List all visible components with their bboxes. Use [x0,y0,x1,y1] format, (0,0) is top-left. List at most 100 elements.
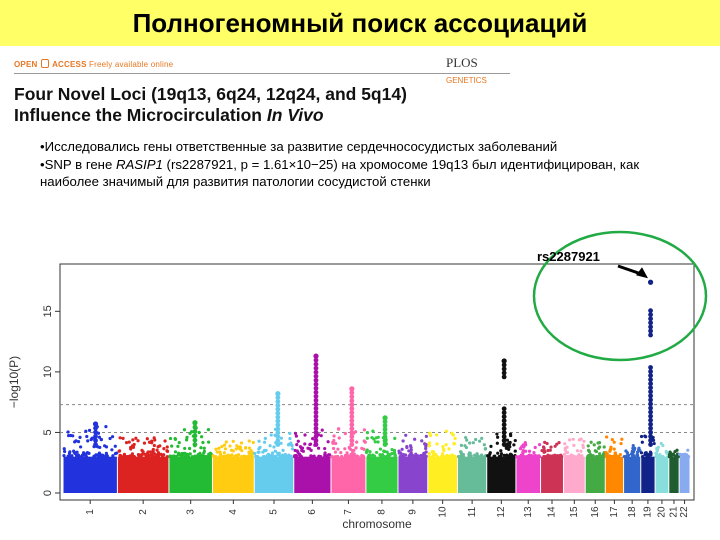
snp-point [313,438,319,443]
snp-point [479,455,483,459]
snp-point [493,454,497,458]
chromosome-band [63,456,117,493]
snp-point [151,450,155,454]
snp-point [648,417,653,423]
snp-point [244,445,248,450]
snp-point [206,454,210,458]
snp-point [345,451,349,455]
snp-point [648,438,653,443]
snp-point [424,434,428,438]
snp-point [624,449,628,453]
snp-point [303,433,307,437]
header-divider [14,73,510,74]
snp-point [173,450,178,454]
snp-point [602,453,606,457]
snp-point [349,430,355,436]
x-tick-label: 15 [569,506,580,518]
snp-point [649,451,653,455]
snp-point [253,451,257,456]
snp-point [202,446,206,450]
snp-point [128,454,132,459]
arrow-head [636,267,648,279]
snp-point [313,385,319,391]
snp-point [382,419,388,425]
snp-point [231,449,235,453]
snp-point [273,449,277,453]
snp-point [609,445,613,449]
snp-point [224,440,228,444]
snp-point [378,447,383,451]
snp-point [542,455,546,459]
plot-frame [59,263,695,501]
snp-point [549,445,553,449]
snp-point [366,454,371,459]
snp-point [612,440,616,444]
snp-point [408,444,413,448]
snp-point [199,455,203,459]
snp-point [427,452,431,456]
snp-point [364,450,369,454]
snp-point [562,452,567,456]
snp-point [150,452,154,456]
snp-point [508,440,512,445]
snp-point [393,452,397,456]
snp-point [317,455,321,459]
snp-point [641,455,645,459]
snp-point [218,450,222,454]
snp-point [62,447,66,451]
snp-point [231,439,235,443]
snp-point [501,442,507,447]
snp-point [272,445,276,449]
snp-point [197,430,201,435]
snp-point [501,430,507,436]
chromosome-band [641,456,655,493]
snp-point [365,431,370,435]
snp-point [165,449,170,453]
snp-point [686,448,690,452]
snp-point [482,443,486,447]
snp-point [247,439,251,443]
snp-point [87,451,91,455]
snp-point [72,449,76,453]
peak-snp-point [313,353,319,359]
snp-point [200,435,204,439]
snp-point [110,435,115,439]
snp-point [156,454,160,458]
snp-point [517,455,521,459]
x-tick-label: 2 [138,509,149,515]
snp-point [313,401,319,407]
snp-point [127,440,131,444]
snp-point [572,443,576,447]
snp-point [184,452,188,456]
snp-point [349,442,355,447]
snp-point [306,446,310,450]
x-tick-label: 1 [85,509,96,515]
chromosome-band [541,456,563,493]
bullet-list: •Исследовались гены ответственные за раз… [40,138,640,191]
snp-point [382,430,388,436]
snp-point [313,373,319,379]
snp-point [501,426,507,432]
snp-point [382,442,388,447]
snp-point [162,453,166,457]
snp-point [76,439,81,444]
snp-point [586,444,590,448]
snp-point [168,436,173,441]
snp-point [382,426,388,432]
snp-point [312,454,316,458]
snp-point [223,447,228,451]
snp-point [678,452,682,456]
snp-point [263,436,267,440]
snp-point [648,393,653,399]
snp-point [313,442,319,447]
snp-point [192,449,197,453]
peak-snp-point [349,386,355,392]
snp-point [596,446,601,450]
snp-point [234,447,238,451]
snp-point [66,430,70,434]
snp-point [176,444,180,449]
chromosome-band [254,456,294,493]
snp-point [78,435,82,439]
snp-point [275,395,281,401]
snp-point [297,452,302,456]
